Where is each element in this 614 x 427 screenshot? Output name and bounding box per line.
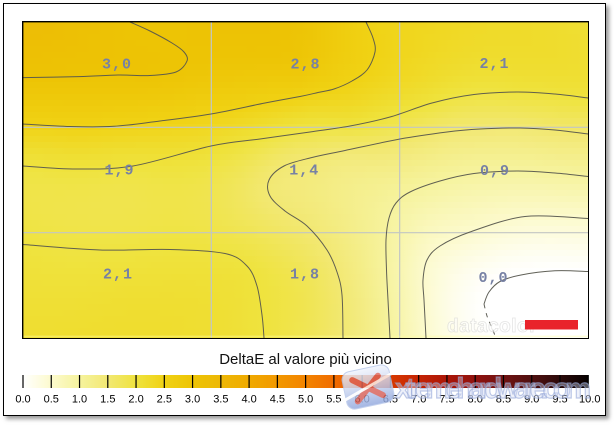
svg-text:2,8: 2,8 [290, 56, 320, 73]
svg-text:1,8: 1,8 [290, 266, 320, 283]
svg-text:10.0: 10.0 [579, 394, 600, 406]
svg-text:datacolor: datacolor [447, 316, 537, 337]
svg-text:3,0: 3,0 [102, 56, 132, 73]
svg-text:7.0: 7.0 [411, 394, 426, 406]
svg-text:3.0: 3.0 [185, 394, 200, 406]
svg-text:2.5: 2.5 [157, 394, 172, 406]
svg-text:5.5: 5.5 [326, 394, 341, 406]
svg-text:4.5: 4.5 [270, 394, 285, 406]
svg-text:7.5: 7.5 [439, 394, 454, 406]
svg-text:8.5: 8.5 [496, 394, 511, 406]
svg-text:0,0: 0,0 [478, 270, 508, 287]
svg-text:4.0: 4.0 [241, 394, 256, 406]
svg-text:2,1: 2,1 [103, 266, 133, 283]
svg-text:2,1: 2,1 [479, 56, 509, 73]
svg-text:0.0: 0.0 [15, 394, 30, 406]
svg-text:8.0: 8.0 [468, 394, 483, 406]
svg-text:1,9: 1,9 [104, 162, 134, 179]
svg-text:1.5: 1.5 [100, 394, 115, 406]
svg-text:9.5: 9.5 [552, 394, 567, 406]
svg-text:0,9: 0,9 [480, 163, 510, 180]
svg-text:xtremehardware.com: xtremehardware.com [395, 373, 591, 405]
svg-text:3.5: 3.5 [213, 394, 228, 406]
svg-text:9.0: 9.0 [524, 394, 539, 406]
svg-text:2.0: 2.0 [128, 394, 143, 406]
svg-text:0.5: 0.5 [44, 394, 59, 406]
svg-text:1.0: 1.0 [72, 394, 87, 406]
svg-text:5.0: 5.0 [298, 394, 313, 406]
svg-text:1,4: 1,4 [289, 163, 319, 180]
